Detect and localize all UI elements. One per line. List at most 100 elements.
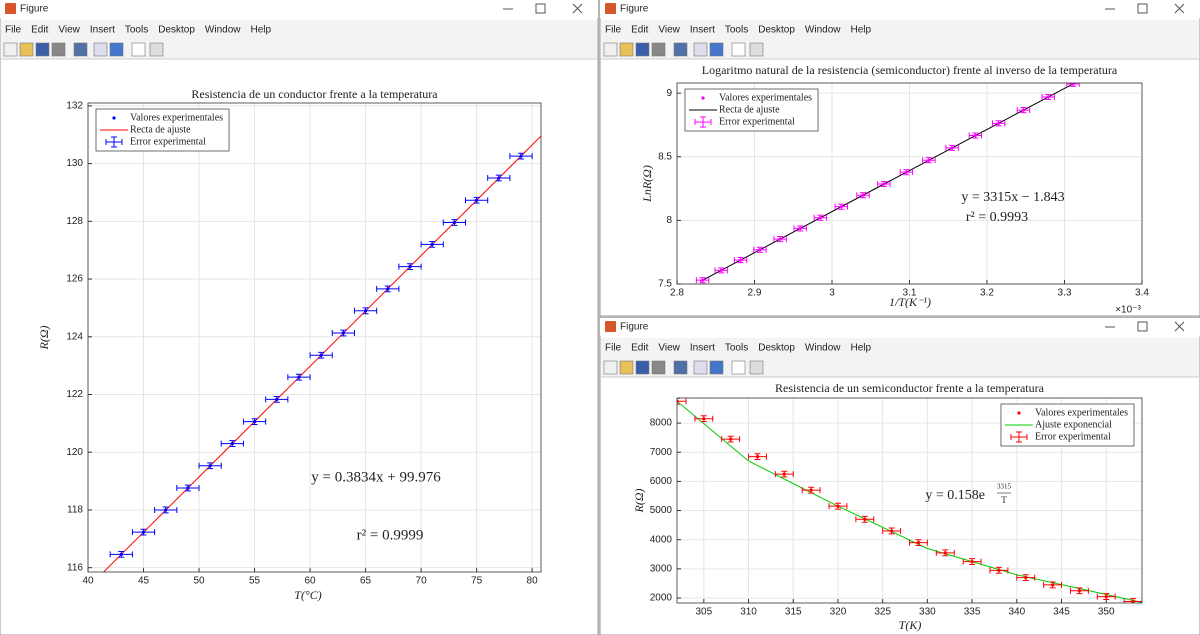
menu-item[interactable]: View bbox=[58, 25, 80, 36]
y-tick-label: 116 bbox=[67, 562, 83, 573]
data-point bbox=[341, 331, 345, 335]
menu-item[interactable]: Desktop bbox=[158, 25, 195, 36]
menu-item[interactable]: Tools bbox=[725, 343, 748, 354]
maximize-button[interactable] bbox=[1137, 3, 1148, 14]
close-button[interactable] bbox=[572, 3, 583, 14]
toolbar-button[interactable] bbox=[673, 42, 688, 57]
menu-item[interactable]: File bbox=[605, 25, 622, 36]
data-point bbox=[973, 133, 977, 138]
app-icon bbox=[5, 3, 16, 14]
legend-label: Valores experimentales bbox=[1035, 407, 1128, 418]
toolbar-button[interactable] bbox=[749, 42, 764, 57]
menu-item[interactable]: View bbox=[658, 25, 680, 36]
menu-item[interactable]: Desktop bbox=[758, 25, 795, 36]
menu-item[interactable]: Insert bbox=[690, 343, 715, 354]
menu-item[interactable]: Insert bbox=[690, 25, 715, 36]
close-button[interactable] bbox=[1174, 3, 1185, 14]
menu-item[interactable]: Edit bbox=[31, 25, 48, 36]
menu-bar bbox=[601, 338, 1199, 358]
menu-item[interactable]: Tools bbox=[725, 25, 748, 36]
toolbar-button[interactable] bbox=[673, 360, 688, 375]
y-tick-label: 5000 bbox=[650, 505, 673, 516]
axes-box bbox=[87, 102, 542, 573]
x-tick-label: 50 bbox=[193, 576, 205, 587]
x-tick-label: 315 bbox=[785, 607, 802, 618]
menu-item[interactable]: Window bbox=[805, 343, 841, 354]
chart-title: Resistencia de un semiconductor frente a… bbox=[775, 381, 1045, 395]
legend-label: Error experimental bbox=[130, 136, 206, 147]
data-point bbox=[997, 568, 1001, 572]
toolbar-button[interactable] bbox=[693, 360, 708, 375]
toolbar-button[interactable] bbox=[635, 360, 650, 375]
toolbar-button[interactable] bbox=[619, 360, 634, 375]
legend-label: Valores experimentales bbox=[130, 112, 223, 123]
data-point bbox=[836, 504, 840, 508]
toolbar-button[interactable] bbox=[3, 42, 18, 57]
data-point bbox=[1046, 95, 1050, 99]
menu-item[interactable]: Desktop bbox=[758, 343, 795, 354]
x-tick-label: 305 bbox=[695, 607, 712, 618]
toolbar-button[interactable] bbox=[709, 360, 724, 375]
data-point bbox=[452, 220, 456, 225]
fit-line bbox=[677, 400, 1142, 603]
menu-item[interactable]: Window bbox=[805, 25, 841, 36]
legend-box bbox=[95, 108, 230, 152]
menu-item[interactable]: File bbox=[5, 25, 22, 36]
toolbar-button[interactable] bbox=[603, 42, 618, 57]
data-point bbox=[863, 517, 867, 521]
toolbar-button[interactable] bbox=[93, 42, 108, 57]
close-button[interactable] bbox=[1174, 321, 1185, 332]
toolbar bbox=[1, 40, 597, 59]
menu-item[interactable]: Edit bbox=[631, 343, 648, 354]
menu-item[interactable]: Help bbox=[251, 25, 272, 36]
annotation: r² = 0.9999 bbox=[357, 527, 424, 543]
axes-box bbox=[676, 82, 1143, 285]
toolbar bbox=[601, 358, 1199, 377]
window-title: Figure bbox=[620, 4, 649, 15]
y-tick-label: 8.5 bbox=[658, 151, 672, 162]
toolbar-button[interactable] bbox=[109, 42, 124, 57]
toolbar-button[interactable] bbox=[635, 42, 650, 57]
toolbar-button[interactable] bbox=[131, 42, 146, 57]
toolbar-button[interactable] bbox=[603, 360, 618, 375]
x-tick-label: 2.9 bbox=[748, 288, 762, 299]
x-tick-label: 55 bbox=[249, 576, 261, 587]
x-tick-label: 70 bbox=[416, 576, 428, 587]
menu-item[interactable]: File bbox=[605, 343, 622, 354]
menu-item[interactable]: Tools bbox=[125, 25, 148, 36]
toolbar-button[interactable] bbox=[731, 360, 746, 375]
toolbar-button[interactable] bbox=[651, 42, 666, 57]
error-bar bbox=[677, 398, 687, 405]
x-tick-label: 2.8 bbox=[670, 288, 684, 299]
toolbar-button[interactable] bbox=[749, 360, 764, 375]
data-point bbox=[702, 417, 706, 421]
toolbar-button[interactable] bbox=[619, 42, 634, 57]
maximize-button[interactable] bbox=[1137, 321, 1148, 332]
menu-item[interactable]: View bbox=[658, 343, 680, 354]
toolbar-button[interactable] bbox=[709, 42, 724, 57]
y-tick-label: 6000 bbox=[650, 476, 673, 487]
menu-item[interactable]: Insert bbox=[90, 25, 115, 36]
data-point bbox=[890, 529, 894, 533]
toolbar-button[interactable] bbox=[731, 42, 746, 57]
chart-title: Resistencia de un conductor frente a la … bbox=[191, 87, 438, 101]
data-point bbox=[997, 121, 1001, 125]
menu-item[interactable]: Help bbox=[851, 25, 872, 36]
toolbar-button[interactable] bbox=[51, 42, 66, 57]
legend-label: Valores experimentales bbox=[719, 92, 812, 103]
y-tick-label: 118 bbox=[67, 505, 83, 516]
y-tick-label: 3000 bbox=[650, 564, 673, 575]
menu-item[interactable]: Help bbox=[851, 343, 872, 354]
toolbar-button[interactable] bbox=[35, 42, 50, 57]
maximize-button[interactable] bbox=[535, 3, 546, 14]
legend-symbol bbox=[694, 116, 712, 128]
toolbar-button[interactable] bbox=[73, 42, 88, 57]
toolbar-button[interactable] bbox=[149, 42, 164, 57]
toolbar-button[interactable] bbox=[651, 360, 666, 375]
toolbar-button[interactable] bbox=[693, 42, 708, 57]
toolbar-button[interactable] bbox=[19, 42, 34, 57]
menu-item[interactable]: Edit bbox=[631, 25, 648, 36]
menu-item[interactable]: Window bbox=[205, 25, 241, 36]
data-point bbox=[950, 146, 954, 150]
